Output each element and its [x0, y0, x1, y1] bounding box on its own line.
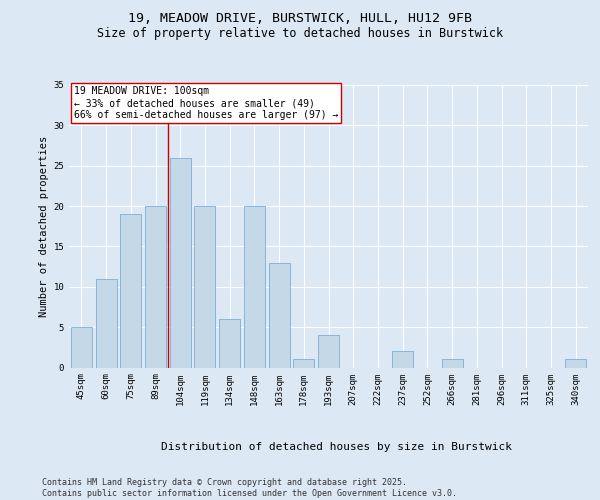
Bar — [170, 158, 191, 368]
Bar — [442, 360, 463, 368]
Y-axis label: Number of detached properties: Number of detached properties — [39, 136, 49, 317]
Bar — [318, 335, 339, 368]
Bar — [95, 278, 116, 368]
Bar — [565, 360, 586, 368]
Text: 19, MEADOW DRIVE, BURSTWICK, HULL, HU12 9FB: 19, MEADOW DRIVE, BURSTWICK, HULL, HU12 … — [128, 12, 472, 26]
Bar — [145, 206, 166, 368]
Bar — [269, 262, 290, 368]
Bar — [392, 352, 413, 368]
Bar — [293, 360, 314, 368]
Text: Distribution of detached houses by size in Burstwick: Distribution of detached houses by size … — [161, 442, 512, 452]
Text: Contains HM Land Registry data © Crown copyright and database right 2025.
Contai: Contains HM Land Registry data © Crown c… — [42, 478, 457, 498]
Bar — [120, 214, 141, 368]
Bar — [244, 206, 265, 368]
Text: 19 MEADOW DRIVE: 100sqm
← 33% of detached houses are smaller (49)
66% of semi-de: 19 MEADOW DRIVE: 100sqm ← 33% of detache… — [74, 86, 338, 120]
Bar — [219, 319, 240, 368]
Bar — [71, 327, 92, 368]
Bar — [194, 206, 215, 368]
Text: Size of property relative to detached houses in Burstwick: Size of property relative to detached ho… — [97, 28, 503, 40]
